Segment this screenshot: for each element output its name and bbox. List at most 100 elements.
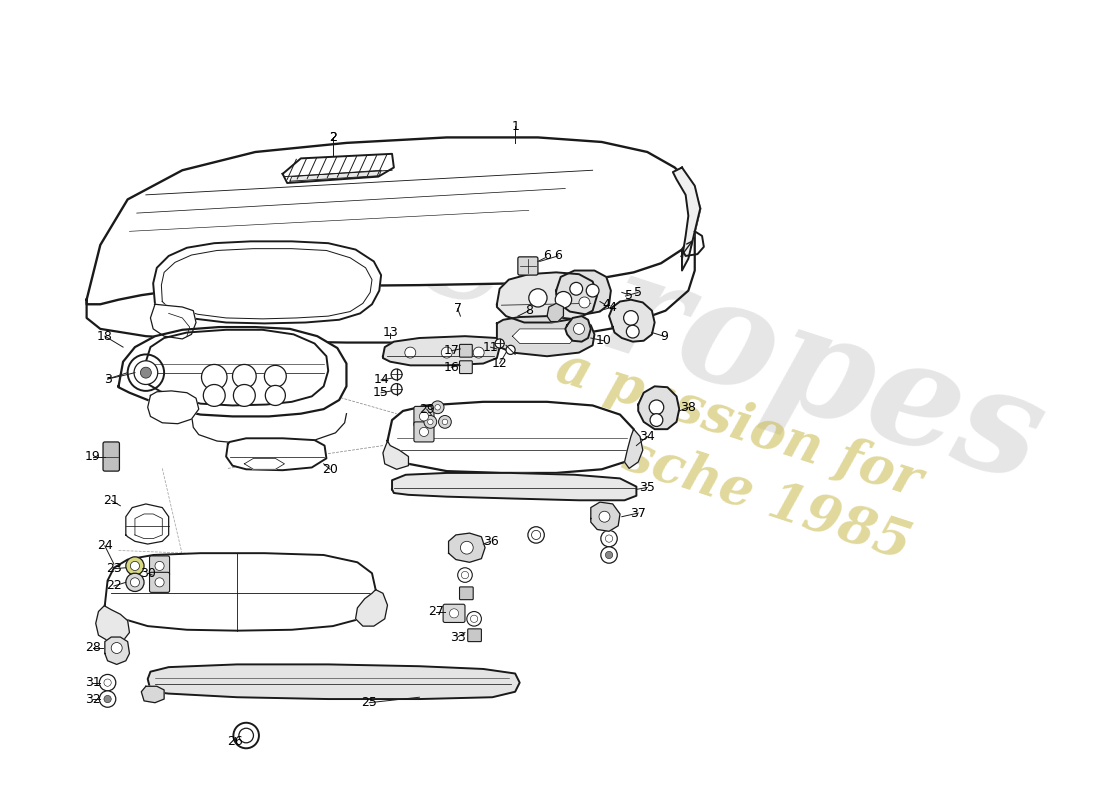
- FancyBboxPatch shape: [460, 361, 472, 374]
- Circle shape: [99, 691, 116, 707]
- Circle shape: [473, 347, 484, 358]
- Circle shape: [141, 367, 152, 378]
- Polygon shape: [449, 533, 485, 562]
- Circle shape: [419, 412, 429, 421]
- Circle shape: [573, 323, 584, 334]
- Polygon shape: [609, 300, 654, 342]
- Polygon shape: [244, 458, 285, 470]
- FancyBboxPatch shape: [414, 422, 435, 442]
- Circle shape: [155, 562, 164, 570]
- Circle shape: [450, 609, 459, 618]
- Polygon shape: [591, 502, 620, 531]
- Circle shape: [466, 611, 482, 626]
- Polygon shape: [547, 303, 563, 322]
- Circle shape: [424, 415, 437, 428]
- Circle shape: [155, 578, 164, 587]
- Text: 18: 18: [97, 330, 113, 342]
- Circle shape: [461, 542, 473, 554]
- Circle shape: [626, 326, 639, 338]
- Polygon shape: [355, 590, 387, 626]
- Text: 25: 25: [361, 696, 377, 709]
- Circle shape: [600, 511, 610, 522]
- Circle shape: [204, 385, 226, 406]
- Circle shape: [601, 530, 617, 546]
- FancyBboxPatch shape: [518, 257, 538, 275]
- FancyBboxPatch shape: [460, 587, 473, 600]
- Polygon shape: [227, 438, 327, 470]
- Text: 9: 9: [660, 330, 668, 342]
- Circle shape: [556, 291, 572, 308]
- Polygon shape: [87, 138, 701, 304]
- Circle shape: [392, 383, 403, 394]
- FancyBboxPatch shape: [103, 442, 120, 471]
- Circle shape: [439, 415, 451, 428]
- Text: 36: 36: [483, 535, 498, 548]
- Text: 37: 37: [630, 506, 646, 519]
- Circle shape: [131, 578, 140, 587]
- Text: 13: 13: [383, 326, 398, 339]
- Polygon shape: [151, 304, 196, 339]
- Circle shape: [125, 574, 144, 591]
- Circle shape: [201, 365, 227, 390]
- Circle shape: [441, 347, 452, 358]
- Polygon shape: [383, 336, 499, 366]
- Polygon shape: [147, 665, 519, 699]
- Circle shape: [419, 427, 429, 437]
- Polygon shape: [565, 316, 591, 342]
- Circle shape: [111, 642, 122, 654]
- Circle shape: [131, 562, 140, 570]
- Circle shape: [605, 535, 613, 542]
- Circle shape: [232, 365, 256, 388]
- Circle shape: [605, 551, 613, 558]
- FancyBboxPatch shape: [468, 629, 482, 642]
- Text: 24: 24: [97, 539, 112, 552]
- Circle shape: [99, 674, 116, 691]
- Polygon shape: [387, 402, 634, 473]
- Circle shape: [579, 297, 590, 308]
- Polygon shape: [153, 242, 381, 323]
- Polygon shape: [497, 272, 597, 322]
- Circle shape: [264, 366, 286, 387]
- Text: 31: 31: [85, 676, 101, 689]
- Text: 12: 12: [492, 357, 507, 370]
- Circle shape: [649, 400, 663, 414]
- Circle shape: [495, 339, 504, 348]
- Circle shape: [128, 354, 164, 391]
- Circle shape: [428, 419, 433, 425]
- Circle shape: [265, 386, 285, 406]
- Polygon shape: [673, 167, 701, 270]
- Polygon shape: [557, 270, 611, 314]
- FancyBboxPatch shape: [443, 604, 465, 622]
- Text: 35: 35: [639, 481, 656, 494]
- Text: 22: 22: [106, 579, 122, 593]
- Text: 32: 32: [85, 693, 101, 706]
- Text: 38: 38: [681, 401, 696, 414]
- Text: 11: 11: [483, 341, 498, 354]
- Text: 2: 2: [329, 131, 337, 144]
- Text: a passion for
porsche 1985: a passion for porsche 1985: [522, 339, 937, 570]
- Polygon shape: [638, 386, 679, 429]
- Text: 1: 1: [512, 120, 519, 133]
- Text: 16: 16: [443, 361, 459, 374]
- Polygon shape: [135, 514, 163, 538]
- Text: 14: 14: [373, 374, 389, 386]
- Polygon shape: [119, 327, 346, 417]
- Circle shape: [134, 361, 157, 385]
- Polygon shape: [625, 429, 642, 468]
- Text: 23: 23: [106, 562, 122, 575]
- Text: 20: 20: [322, 462, 338, 476]
- Circle shape: [434, 405, 440, 410]
- Polygon shape: [283, 154, 394, 183]
- Polygon shape: [497, 316, 594, 356]
- Polygon shape: [146, 330, 328, 406]
- Polygon shape: [513, 329, 576, 343]
- Circle shape: [103, 695, 111, 702]
- Circle shape: [528, 526, 544, 543]
- Circle shape: [586, 284, 600, 297]
- Circle shape: [624, 310, 638, 326]
- Text: europes: europes: [398, 178, 1060, 513]
- Text: 5: 5: [625, 289, 634, 302]
- Text: 4: 4: [603, 298, 611, 310]
- Circle shape: [506, 346, 515, 354]
- Circle shape: [570, 282, 583, 295]
